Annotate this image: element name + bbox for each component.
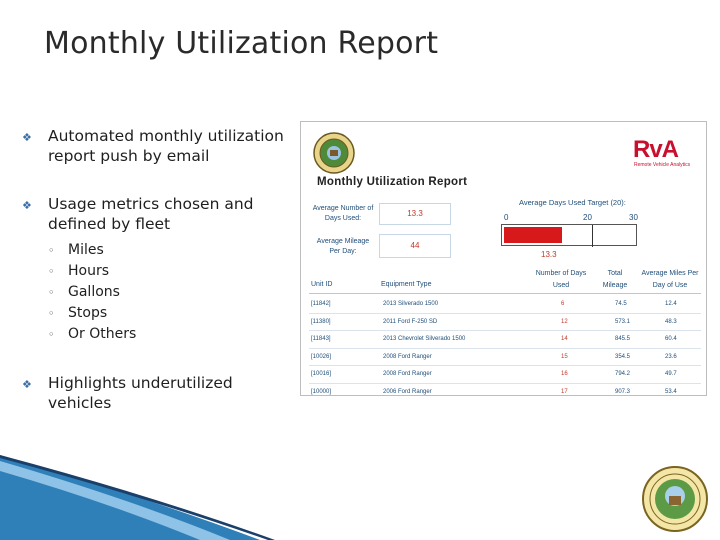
gauge-tick-label: 30 xyxy=(629,213,638,222)
table-divider xyxy=(309,382,701,384)
cell-equipment-type: 2013 Silverado 1500 xyxy=(383,301,439,307)
cell-days-used: 12 xyxy=(561,318,568,325)
table-row: [10026] 2008 Ford Ranger 15 354.5 23.6 xyxy=(309,349,701,366)
sub-bullet-item: ◦ Stops xyxy=(48,303,292,324)
cell-total-mileage: 794.2 xyxy=(615,371,631,377)
table-divider xyxy=(309,330,701,331)
table-row: [11380] 2011 Ford F-250 SD 12 573.1 48.3 xyxy=(309,314,701,331)
table-row: [10016] 2008 Ford Ranger 16 794.2 49.7 xyxy=(309,366,701,383)
gauge-tick-label: 0 xyxy=(504,213,509,222)
report-screenshot: RvA Remote Vehicle Analytics Monthly Uti… xyxy=(300,121,707,396)
cell-days-used: 16 xyxy=(561,371,568,377)
bullet-item: ❖ Usage metrics chosen and defined by fl… xyxy=(22,194,292,234)
cell-total-mileage: 74.5 xyxy=(615,301,627,307)
gauge-value: 13.3 xyxy=(541,250,557,259)
column-header-mileage: Total Mileage xyxy=(602,270,628,289)
cell-days-used: 15 xyxy=(561,353,568,360)
bullet-marker-icon: ❖ xyxy=(22,131,32,144)
table-row: [11843] 2013 Chevrolet Silverado 1500 14 84… xyxy=(309,331,701,348)
circle-bullet-icon: ◦ xyxy=(48,244,55,257)
table-divider xyxy=(309,365,701,366)
bullet-text: Usage metrics chosen and defined by flee… xyxy=(48,195,254,233)
cell-equipment-type: 2008 Ford Ranger xyxy=(383,371,432,377)
cell-avg-miles: 53.4 xyxy=(665,388,677,395)
cell-total-mileage: 907.3 xyxy=(615,388,631,395)
cell-unit-id: [10000] xyxy=(311,388,332,395)
rva-logo: RvA xyxy=(633,136,679,163)
avg-mileage-label: Average Mileage Per Day: xyxy=(316,238,370,255)
circle-bullet-icon: ◦ xyxy=(48,328,55,341)
table-divider xyxy=(309,347,701,349)
bullet-text: Automated monthly utilization report pus… xyxy=(48,127,284,165)
report-heading: Monthly Utilization Report xyxy=(317,176,468,188)
sub-bullet-item: ◦ Or Others xyxy=(48,324,292,345)
cell-unit-id: [10016] xyxy=(311,371,332,377)
slide-title: Monthly Utilization Report xyxy=(44,26,439,61)
rva-logo-subtext: Remote Vehicle Analytics xyxy=(634,162,691,168)
bullet-list: ❖ Automated monthly utilization report p… xyxy=(22,126,292,413)
column-header-days: Number of Days Used xyxy=(535,270,587,289)
cell-equipment-type: 2008 Ford Ranger xyxy=(383,353,432,360)
cell-avg-miles: 48.3 xyxy=(665,318,677,325)
cell-unit-id: [11843] xyxy=(311,336,331,342)
column-header-unit: Unit ID xyxy=(311,281,333,288)
cell-unit-id: [11842] xyxy=(311,301,331,307)
bullet-text: Highlights underutilized vehicles xyxy=(48,374,233,412)
cell-avg-miles: 23.6 xyxy=(665,353,677,360)
bullet-item: ❖ Highlights underutilized vehicles xyxy=(22,373,292,413)
gauge-fill xyxy=(504,227,563,243)
sub-bullet-text: Hours xyxy=(68,263,110,279)
cell-days-used: 17 xyxy=(561,388,568,395)
table-divider xyxy=(309,293,701,294)
cell-total-mileage: 573.1 xyxy=(615,318,631,325)
cell-unit-id: [10026] xyxy=(311,353,332,360)
circle-bullet-icon: ◦ xyxy=(48,307,55,320)
sub-bullet-text: Stops xyxy=(68,305,108,321)
cell-avg-miles: 60.4 xyxy=(665,336,677,342)
avg-mileage-value: 44 xyxy=(379,234,451,258)
cell-days-used: 14 xyxy=(561,336,568,342)
table-row: [10000] 2006 Ford Ranger 17 907.3 53.4 xyxy=(309,384,701,396)
cell-total-mileage: 845.5 xyxy=(615,336,631,342)
cell-days-used: 6 xyxy=(561,301,565,307)
circle-bullet-icon: ◦ xyxy=(48,265,55,278)
bullet-item: ❖ Automated monthly utilization report p… xyxy=(22,126,292,166)
sub-bullet-text: Or Others xyxy=(68,326,137,342)
cell-equipment-type: 2011 Ford F-250 SD xyxy=(383,318,438,325)
city-seal-icon xyxy=(313,132,355,174)
sub-bullet-item: ◦ Gallons xyxy=(48,282,292,303)
decorative-swoosh xyxy=(0,455,275,540)
cell-avg-miles: 49.7 xyxy=(665,371,677,377)
sub-bullet-item: ◦ Hours xyxy=(48,261,292,282)
city-seal-icon xyxy=(642,466,708,532)
cell-equipment-type: 2013 Chevrolet Silverado 1500 xyxy=(383,336,466,342)
gauge-target-marker xyxy=(592,225,594,247)
bullet-marker-icon: ❖ xyxy=(22,199,32,212)
sub-bullet-list: ◦ Miles ◦ Hours ◦ Gallons ◦ Stops ◦ Or Others xyxy=(48,240,292,345)
sub-bullet-item: ◦ Miles xyxy=(48,240,292,261)
sub-bullet-text: Gallons xyxy=(68,284,120,300)
table-divider xyxy=(309,312,701,314)
column-header-avg: Average Miles Per Day of Use xyxy=(641,270,699,289)
circle-bullet-icon: ◦ xyxy=(48,286,55,299)
cell-avg-miles: 12.4 xyxy=(665,301,677,307)
bullet-marker-icon: ❖ xyxy=(22,378,32,391)
cell-total-mileage: 354.5 xyxy=(615,353,631,360)
table-row: [11842] 2013 Silverado 1500 6 74.5 12.4 xyxy=(309,296,701,313)
gauge-tick-label: 20 xyxy=(583,213,592,222)
sub-bullet-text: Miles xyxy=(68,242,104,258)
column-header-type: Equipment Type xyxy=(381,281,432,288)
utilization-gauge xyxy=(501,224,637,247)
avg-days-label: Average Number of Days Used: xyxy=(312,205,374,222)
cell-equipment-type: 2006 Ford Ranger xyxy=(383,388,432,395)
avg-days-value: 13.3 xyxy=(379,203,451,225)
target-label: Average Days Used Target (20): xyxy=(519,198,626,207)
cell-unit-id: [11380] xyxy=(311,318,331,325)
